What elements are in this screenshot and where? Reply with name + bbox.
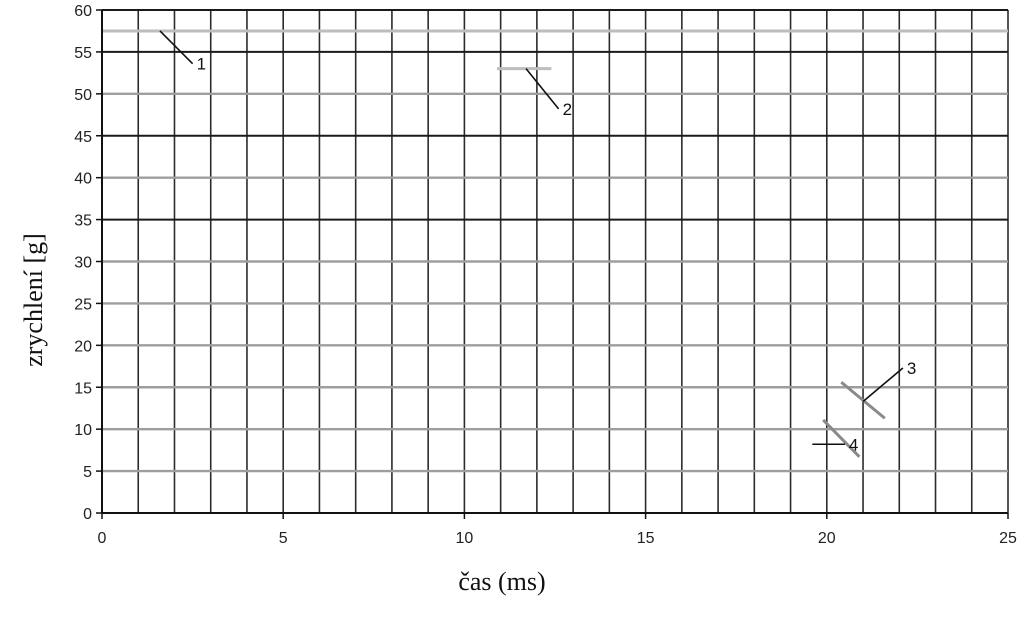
y-axis-title: zrychlení [g] [19,233,48,367]
x-tick-label: 15 [637,530,655,547]
y-tick-label: 45 [74,129,92,146]
x-tick-label: 5 [279,530,288,547]
y-tick-label: 15 [74,380,92,397]
annotation-label-4: 4 [849,435,858,454]
y-tick-label: 30 [74,255,92,272]
x-tick-label: 25 [999,530,1017,547]
y-tick-label: 5 [83,464,92,481]
y-tick-label: 40 [74,171,92,188]
y-tick-label: 25 [74,296,92,313]
y-tick-label: 10 [74,422,92,439]
y-tick-label: 0 [83,506,92,523]
annotation-leader-3 [862,367,904,403]
annotation-label-1: 1 [197,55,206,74]
x-tick-label: 10 [456,530,474,547]
y-tick-label: 50 [74,87,92,104]
y-tick-label: 35 [74,213,92,230]
annotation-label-3: 3 [907,359,916,378]
annotation-label-2: 2 [563,100,572,119]
x-tick-label: 20 [818,530,836,547]
series-line-3 [840,381,886,420]
grid [102,9,1009,513]
y-tick-label: 60 [74,3,92,20]
x-tick-label: 0 [98,530,107,547]
x-axis-title: čas (ms) [458,567,545,596]
annotation-leader-2 [525,68,560,110]
y-tick-label: 20 [74,338,92,355]
annotation-leader-1 [159,30,194,65]
y-tick-label: 55 [74,45,92,62]
series-line-4 [822,418,861,458]
series-layer [102,29,1008,458]
annotation-layer: 1 2 3 4 [159,30,916,454]
axes: 0 5 10 15 20 25 30 35 40 45 50 55 60 0 5 10 15 20 25 [74,3,1017,547]
